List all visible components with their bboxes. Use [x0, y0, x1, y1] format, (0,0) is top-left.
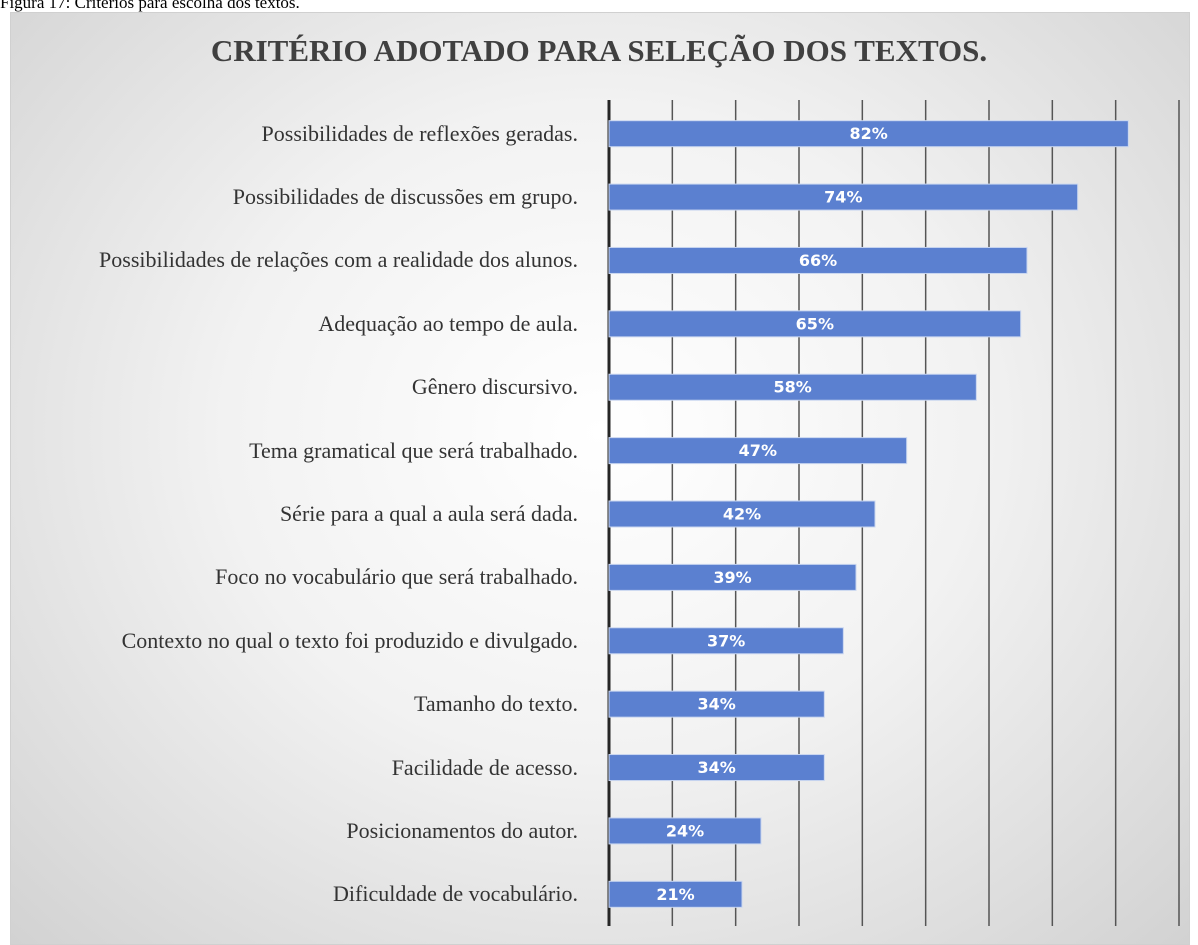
value-label: 34% [698, 695, 736, 714]
value-label: 47% [739, 441, 777, 460]
category-label: Gênero discursivo. [411, 374, 578, 400]
bar [608, 120, 1129, 148]
category-label: Posicionamentos do autor. [346, 817, 578, 843]
bar [608, 627, 844, 655]
value-label: 34% [698, 758, 736, 777]
value-label: 65% [796, 314, 834, 333]
category-label: Foco no vocabulário que será trabalhado. [215, 564, 578, 590]
bar [608, 563, 857, 591]
value-label: 37% [707, 631, 745, 650]
bar [608, 880, 743, 908]
category-label: Possibilidades de relações com a realida… [99, 247, 578, 273]
bar [608, 437, 908, 465]
value-label: 24% [666, 821, 704, 840]
value-label: 74% [824, 188, 862, 207]
category-label: Contexto no qual o texto foi produzido e… [121, 627, 578, 653]
category-label: Facilidade de acesso. [391, 754, 578, 780]
chart-panel [10, 12, 1190, 945]
value-label: 21% [656, 885, 694, 904]
category-label: Dificuldade de vocabulário. [333, 881, 578, 907]
chart-title: CRITÉRIO ADOTADO PARA SELEÇÃO DOS TEXTOS… [210, 33, 988, 68]
category-label: Tema gramatical que será trabalhado. [249, 437, 578, 463]
caption: Figura 17: Critérios para escolha dos te… [0, 0, 300, 12]
category-label: Adequação ao tempo de aula. [318, 310, 578, 336]
value-label: 66% [799, 251, 837, 270]
bar [608, 183, 1079, 211]
bar [608, 754, 825, 782]
bar [608, 690, 825, 718]
category-label: Possibilidades de discussões em grupo. [232, 184, 578, 210]
category-label: Possibilidades de reflexões geradas. [261, 120, 578, 146]
bar [608, 246, 1028, 274]
value-label: 42% [723, 505, 761, 524]
category-label: Série para a qual a aula será dada. [279, 501, 578, 526]
bar [608, 310, 1022, 338]
category-label: Tamanho do texto. [413, 691, 578, 717]
bar [608, 373, 977, 401]
bar [608, 500, 876, 528]
value-label: 82% [850, 124, 888, 143]
bar [608, 817, 762, 845]
value-label: 39% [713, 568, 751, 587]
value-label: 58% [774, 378, 812, 397]
